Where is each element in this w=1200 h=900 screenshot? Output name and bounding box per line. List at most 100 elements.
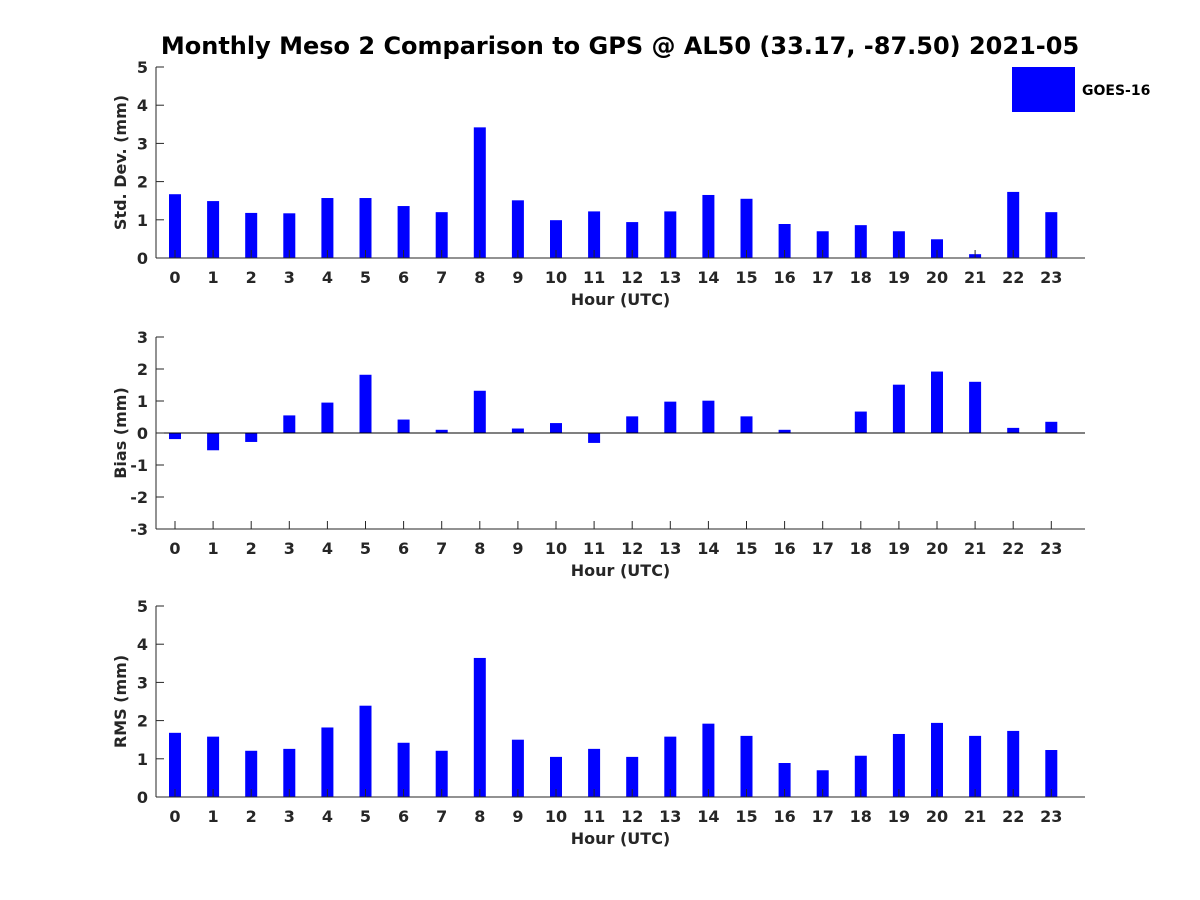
x-tick-label: 16 xyxy=(773,268,795,287)
bar-hour-14 xyxy=(702,400,715,433)
bar-hour-11 xyxy=(588,433,601,443)
x-tick-label: 8 xyxy=(474,539,485,558)
x-tick-label: 10 xyxy=(545,268,567,287)
bar-hour-18 xyxy=(854,755,867,797)
x-tick-label: 18 xyxy=(850,807,872,826)
x-tick-label: 18 xyxy=(850,268,872,287)
bar-hour-6 xyxy=(397,206,410,258)
x-tick-label: 14 xyxy=(697,539,719,558)
x-tick-label: 22 xyxy=(1002,268,1024,287)
bar-hour-15 xyxy=(740,198,753,258)
bar-hour-1 xyxy=(207,433,220,451)
bar-hour-13 xyxy=(664,736,677,797)
legend: GOES-16 xyxy=(1012,67,1150,112)
x-tick-label: 2 xyxy=(246,807,257,826)
bar-hour-20 xyxy=(931,722,943,797)
bar-hour-5 xyxy=(359,198,372,258)
bar-hour-17 xyxy=(816,231,829,258)
x-tick-label: 8 xyxy=(474,268,485,287)
x-tick-label: 13 xyxy=(659,539,681,558)
x-axis-label: Hour (UTC) xyxy=(571,561,671,580)
x-tick-label: 16 xyxy=(773,807,795,826)
x-tick-label: 21 xyxy=(964,807,986,826)
x-tick-label: 5 xyxy=(360,268,371,287)
bar-hour-0 xyxy=(169,433,181,440)
bar-hour-15 xyxy=(740,416,753,433)
x-tick-label: 21 xyxy=(964,268,986,287)
y-tick-label: 5 xyxy=(137,597,148,616)
y-tick-label: 4 xyxy=(137,635,148,654)
x-tick-label: 0 xyxy=(169,807,180,826)
bar-hour-7 xyxy=(435,212,448,258)
bar-hour-12 xyxy=(626,222,639,258)
x-tick-label: 1 xyxy=(208,539,219,558)
bar-hour-13 xyxy=(664,401,677,433)
x-tick-label: 5 xyxy=(360,539,371,558)
y-tick-label: 1 xyxy=(137,750,148,769)
x-tick-label: 8 xyxy=(474,807,485,826)
bar-hour-18 xyxy=(854,225,867,258)
x-tick-label: 1 xyxy=(208,268,219,287)
x-tick-label: 18 xyxy=(850,539,872,558)
bar-hour-8 xyxy=(473,127,486,258)
bar-hour-1 xyxy=(207,736,220,797)
x-tick-label: 22 xyxy=(1002,807,1024,826)
bar-hour-16 xyxy=(778,429,791,433)
y-tick-label: 0 xyxy=(137,788,148,807)
bar-hour-7 xyxy=(435,429,448,433)
y-tick-label: 3 xyxy=(137,673,148,692)
bar-hour-19 xyxy=(892,733,905,797)
bar-hour-5 xyxy=(359,705,372,797)
bar-hour-4 xyxy=(321,402,334,433)
bar-hour-22 xyxy=(1007,427,1020,433)
x-tick-label: 4 xyxy=(322,539,333,558)
bar-hour-16 xyxy=(778,224,791,258)
x-tick-label: 2 xyxy=(246,268,257,287)
bar-hour-8 xyxy=(473,657,486,797)
x-tick-label: 9 xyxy=(512,539,523,558)
x-tick-label: 6 xyxy=(398,268,409,287)
y-tick-label: 2 xyxy=(137,712,148,731)
x-tick-label: 7 xyxy=(436,539,447,558)
bar-hour-9 xyxy=(511,739,524,797)
x-tick-label: 7 xyxy=(436,807,447,826)
legend-label: GOES-16 xyxy=(1082,83,1150,99)
bar-hour-3 xyxy=(283,213,296,258)
x-tick-label: 3 xyxy=(284,268,295,287)
y-axis-label: Std. Dev. (mm) xyxy=(111,95,130,230)
x-tick-label: 9 xyxy=(512,268,523,287)
y-tick-label: 0 xyxy=(137,249,148,268)
bar-hour-0 xyxy=(169,732,181,797)
bar-hour-2 xyxy=(245,750,258,797)
bar-hour-2 xyxy=(245,212,258,258)
x-tick-label: 23 xyxy=(1040,807,1062,826)
x-tick-label: 17 xyxy=(812,539,834,558)
x-tick-label: 4 xyxy=(322,268,333,287)
y-tick-label: 5 xyxy=(137,58,148,77)
legend-swatch xyxy=(1012,67,1075,112)
bar-hour-2 xyxy=(245,433,258,442)
x-tick-label: 1 xyxy=(208,807,219,826)
x-tick-label: 2 xyxy=(246,539,257,558)
y-tick-label: -2 xyxy=(130,488,148,507)
y-tick-label: 3 xyxy=(137,134,148,153)
x-tick-label: 15 xyxy=(735,268,757,287)
bar-hour-12 xyxy=(626,416,639,433)
bar-hour-13 xyxy=(664,211,677,258)
x-tick-label: 17 xyxy=(812,807,834,826)
bar-hour-23 xyxy=(1045,212,1058,258)
bar-hour-23 xyxy=(1045,750,1058,797)
bar-hour-20 xyxy=(931,239,943,258)
x-tick-label: 10 xyxy=(545,539,567,558)
x-tick-label: 15 xyxy=(735,539,757,558)
x-axis-label: Hour (UTC) xyxy=(571,829,671,848)
bar-hour-9 xyxy=(511,200,524,258)
bar-hour-19 xyxy=(892,384,905,433)
bar-hour-21 xyxy=(969,381,982,433)
x-tick-label: 14 xyxy=(697,807,719,826)
y-tick-label: 2 xyxy=(137,173,148,192)
y-tick-label: 3 xyxy=(137,328,148,347)
y-tick-label: 1 xyxy=(137,392,148,411)
